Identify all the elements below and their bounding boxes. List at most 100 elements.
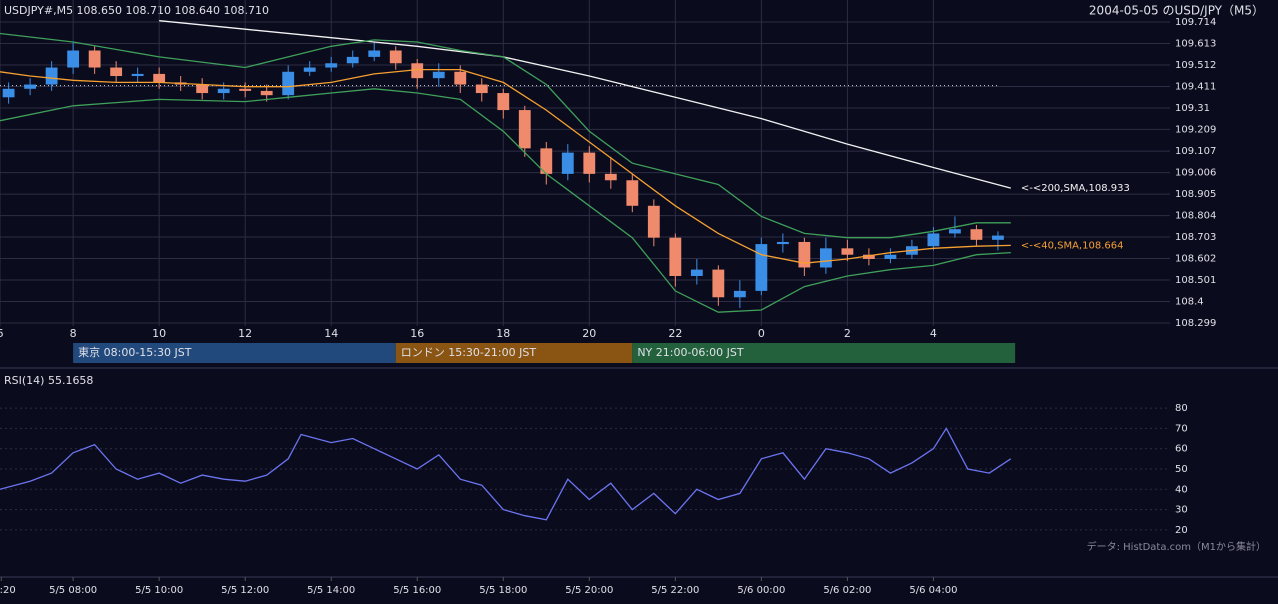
candle-body <box>949 229 961 234</box>
x-tick-label: 16 <box>410 327 424 340</box>
candle-body <box>841 248 854 255</box>
x-tick-label: 5/5 08:00 <box>49 585 97 596</box>
x-tick-label: 5/5 14:00 <box>307 585 355 596</box>
candle-body <box>196 84 209 94</box>
candle-body <box>927 233 940 247</box>
candle-body <box>411 63 424 79</box>
x-tick-label: 22 <box>668 327 682 340</box>
candle-body <box>712 269 725 298</box>
y-tick-label: 20 <box>1175 525 1188 536</box>
session-band <box>395 343 633 363</box>
series-label: <-<200,SMA,108.933 <box>1021 183 1130 194</box>
x-tick-label: 14 <box>324 327 338 340</box>
y-tick-label: 108.4 <box>1175 297 1204 308</box>
y-tick-label: 109.411 <box>1175 81 1216 92</box>
y-tick-label: 109.613 <box>1175 38 1216 49</box>
x-tick-label: 5/6 04:00 <box>909 585 957 596</box>
x-tick-label: 5/5 18:00 <box>479 585 527 596</box>
candle-body <box>389 50 402 64</box>
y-tick-label: 109.714 <box>1175 17 1216 28</box>
y-tick-label: 109.006 <box>1175 168 1216 179</box>
session-band <box>73 343 396 363</box>
session-label: NY 21:00-06:00 JST <box>637 346 744 359</box>
candle-body <box>475 84 488 94</box>
y-tick-label: 109.512 <box>1175 60 1216 71</box>
y-tick-label: 108.804 <box>1175 211 1216 222</box>
y-tick-label: 109.107 <box>1175 146 1216 157</box>
candle-body <box>626 180 639 206</box>
candle-body <box>755 244 768 291</box>
candle-body <box>454 71 467 85</box>
x-tick-label: 0 <box>758 327 765 340</box>
x-tick-label: 5/6 00:00 <box>737 585 785 596</box>
candle-body <box>862 254 875 259</box>
indicator-line <box>159 20 1011 189</box>
session-label: ロンドン 15:30-21:00 JST <box>401 346 537 359</box>
candle-body <box>153 73 166 83</box>
candle-body <box>604 173 617 181</box>
y-tick-label: 108.602 <box>1175 254 1216 265</box>
x-tick-label: 5/5 22:00 <box>651 585 699 596</box>
session-label: 東京 08:00-15:30 JST <box>78 345 192 359</box>
x-tick-label: 5/5 20:00 <box>565 585 613 596</box>
y-tick-label: 108.299 <box>1175 318 1216 329</box>
candle-body <box>733 290 746 298</box>
indicator-line <box>0 88 1011 313</box>
rsi-line <box>0 427 1012 521</box>
y-tick-label: 108.905 <box>1175 189 1216 200</box>
candle-body <box>819 248 832 268</box>
x-tick-label: 18 <box>496 327 510 340</box>
y-tick-label: 50 <box>1175 464 1188 475</box>
candle-body <box>690 269 703 276</box>
candle-body <box>282 71 295 96</box>
x-tick-label: 10 <box>152 327 166 340</box>
candle-body <box>2 88 15 98</box>
candle-body <box>884 254 897 259</box>
candle-body <box>497 93 510 111</box>
x-tick-label: 6 <box>0 327 4 340</box>
candle-body <box>67 50 80 68</box>
candle-body <box>518 110 531 149</box>
candle-body <box>776 241 789 245</box>
session-band <box>632 343 1016 363</box>
indicator-line <box>0 68 1011 264</box>
series-label: <-<40,SMA,108.664 <box>1021 240 1124 251</box>
x-tick-label: 4 <box>930 327 937 340</box>
x-tick-label: 5/5 10:00 <box>135 585 183 596</box>
candle-body <box>346 56 359 64</box>
x-tick-label: 5/6 02:00 <box>823 585 871 596</box>
chart-title: USDJPY#,M5 108.650 108.710 108.640 108.7… <box>4 4 269 17</box>
candle-body <box>217 88 230 94</box>
x-tick-label: 5/5 16:00 <box>393 585 441 596</box>
candle-body <box>669 237 682 276</box>
candle-body <box>368 50 381 57</box>
x-tick-label: 5/5 12:00 <box>221 585 269 596</box>
x-tick-label: 2 <box>844 327 851 340</box>
candle-body <box>583 152 596 174</box>
candle-body <box>647 205 660 238</box>
y-tick-label: 108.501 <box>1175 275 1216 286</box>
x-tick-label: 20 <box>582 327 596 340</box>
candle-body <box>798 241 811 268</box>
candle-body <box>260 90 273 96</box>
candle-body <box>561 152 574 174</box>
x-tick-label: 12 <box>238 327 252 340</box>
x-tick-label: 8 <box>70 327 77 340</box>
y-tick-label: 60 <box>1175 444 1188 455</box>
y-tick-label: 80 <box>1175 403 1188 414</box>
candle-body <box>131 73 144 77</box>
y-tick-label: 40 <box>1175 484 1188 495</box>
candle-body <box>540 148 553 174</box>
candle-body <box>970 229 983 240</box>
candle-body <box>24 84 37 89</box>
candle-body <box>239 88 252 91</box>
indicator-line <box>0 32 1011 239</box>
candle-body <box>45 67 58 85</box>
candle-body <box>110 67 123 77</box>
y-tick-label: 30 <box>1175 505 1188 516</box>
y-tick-label: 108.703 <box>1175 232 1216 243</box>
x-tick-label: 06:20 <box>0 585 16 596</box>
